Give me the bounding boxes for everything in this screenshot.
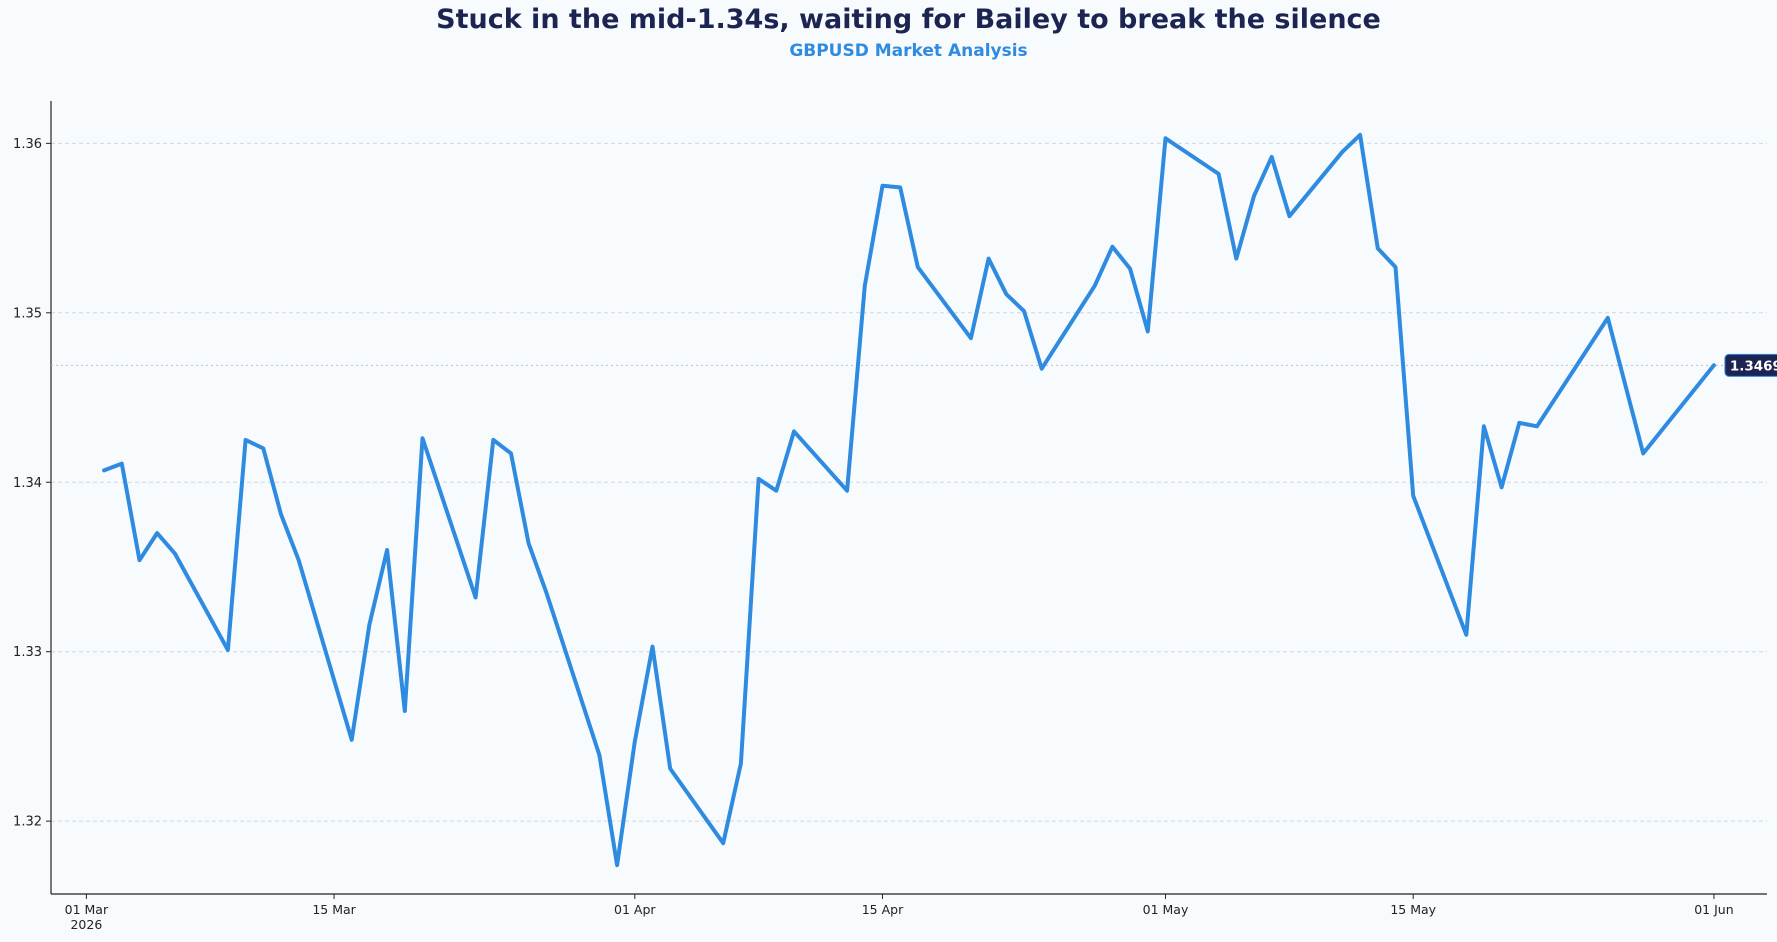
x-tick-label: 15 Mar: [312, 902, 356, 917]
series-line: [102, 132, 1716, 868]
y-tick-label: 1.36: [13, 137, 42, 152]
y-tick-label: 1.34: [13, 476, 42, 491]
x-tick-label: 15 Apr: [862, 902, 904, 917]
x-tick-label: 01 Jun: [1694, 902, 1733, 917]
x-tick-label: 01 May: [1143, 902, 1189, 917]
y-tick-label: 1.35: [13, 306, 42, 321]
axes: [50, 101, 1767, 895]
y-tick-label: 1.32: [13, 815, 42, 830]
series-layer: [102, 132, 1716, 868]
y-axis-ticks: 1.32 1.33 1.34 1.35 1.36: [13, 137, 51, 830]
x-tick-label: 01 Apr: [614, 902, 656, 917]
x-axis-ticks: 01 Mar 15 Mar 01 Apr 15 Apr 01 May 15 May 01 J…: [65, 894, 1734, 932]
last-value-callout: 1.3469: [1724, 353, 1777, 377]
y-tick-label: 1.33: [13, 645, 42, 660]
x-year-label: 2026: [70, 917, 102, 932]
last-value-label: 1.3469: [1730, 358, 1777, 374]
chart-subtitle: GBPUSD Market Analysis: [789, 41, 1028, 61]
gridlines: [51, 142, 1767, 822]
x-tick-label: 01 Mar: [65, 902, 109, 917]
last-value-badge: [1724, 353, 1777, 377]
x-tick-label: 15 May: [1390, 902, 1436, 917]
chart-title: Stuck in the mid-1.34s, waiting for Bail…: [436, 4, 1381, 35]
